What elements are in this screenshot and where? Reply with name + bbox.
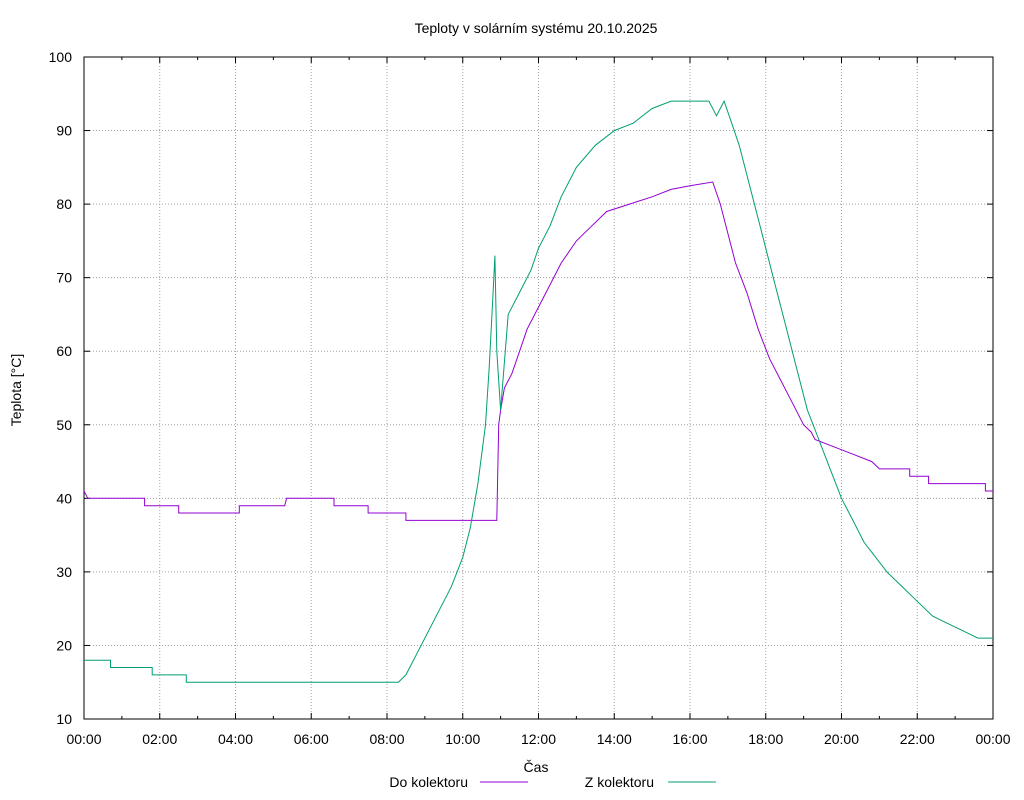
x-tick-label: 06:00	[294, 731, 329, 747]
y-tick-label: 60	[56, 343, 72, 359]
legend: Do kolektoru Z kolektoru	[389, 774, 716, 790]
y-tick-label: 70	[56, 270, 72, 286]
x-tick-label: 12:00	[521, 731, 556, 747]
y-tick-label: 80	[56, 196, 72, 212]
y-tick-label: 40	[56, 490, 72, 506]
legend-label-z-kolektoru: Z kolektoru	[585, 774, 654, 790]
legend-label-do-kolektoru: Do kolektoru	[389, 774, 468, 790]
series-lines	[83, 99, 993, 683]
x-tick-label: 02:00	[142, 731, 177, 747]
x-tick-label: 14:00	[597, 731, 632, 747]
series-line-z-kolektoru	[84, 99, 993, 683]
axis-ticks: 00:00 02:00 04:00 06:00 08:00 10:00 12:00 14:00…	[49, 49, 1011, 747]
grid	[84, 57, 993, 719]
x-tick-label: 20:00	[824, 731, 859, 747]
x-tick-label: 00:00	[975, 731, 1010, 747]
x-tick-label: 22:00	[900, 731, 935, 747]
y-tick-label: 90	[56, 123, 72, 139]
x-tick-label: 18:00	[748, 731, 783, 747]
y-tick-label: 100	[49, 49, 73, 65]
x-tick-label: 00:00	[66, 731, 101, 747]
chart-title: Teploty v solárním systému 20.10.2025	[415, 20, 658, 36]
x-tick-label: 08:00	[369, 731, 404, 747]
x-tick-label: 16:00	[672, 731, 707, 747]
y-axis-label: Teplota [°C]	[8, 354, 24, 427]
x-tick-label: 10:00	[445, 731, 480, 747]
y-tick-label: 10	[56, 711, 72, 727]
y-tick-label: 20	[56, 637, 72, 653]
x-axis-label: Čas	[524, 759, 549, 775]
series-line-do-kolektoru	[83, 181, 993, 521]
x-tick-label: 04:00	[218, 731, 253, 747]
y-tick-label: 30	[56, 564, 72, 580]
y-tick-label: 50	[56, 417, 72, 433]
